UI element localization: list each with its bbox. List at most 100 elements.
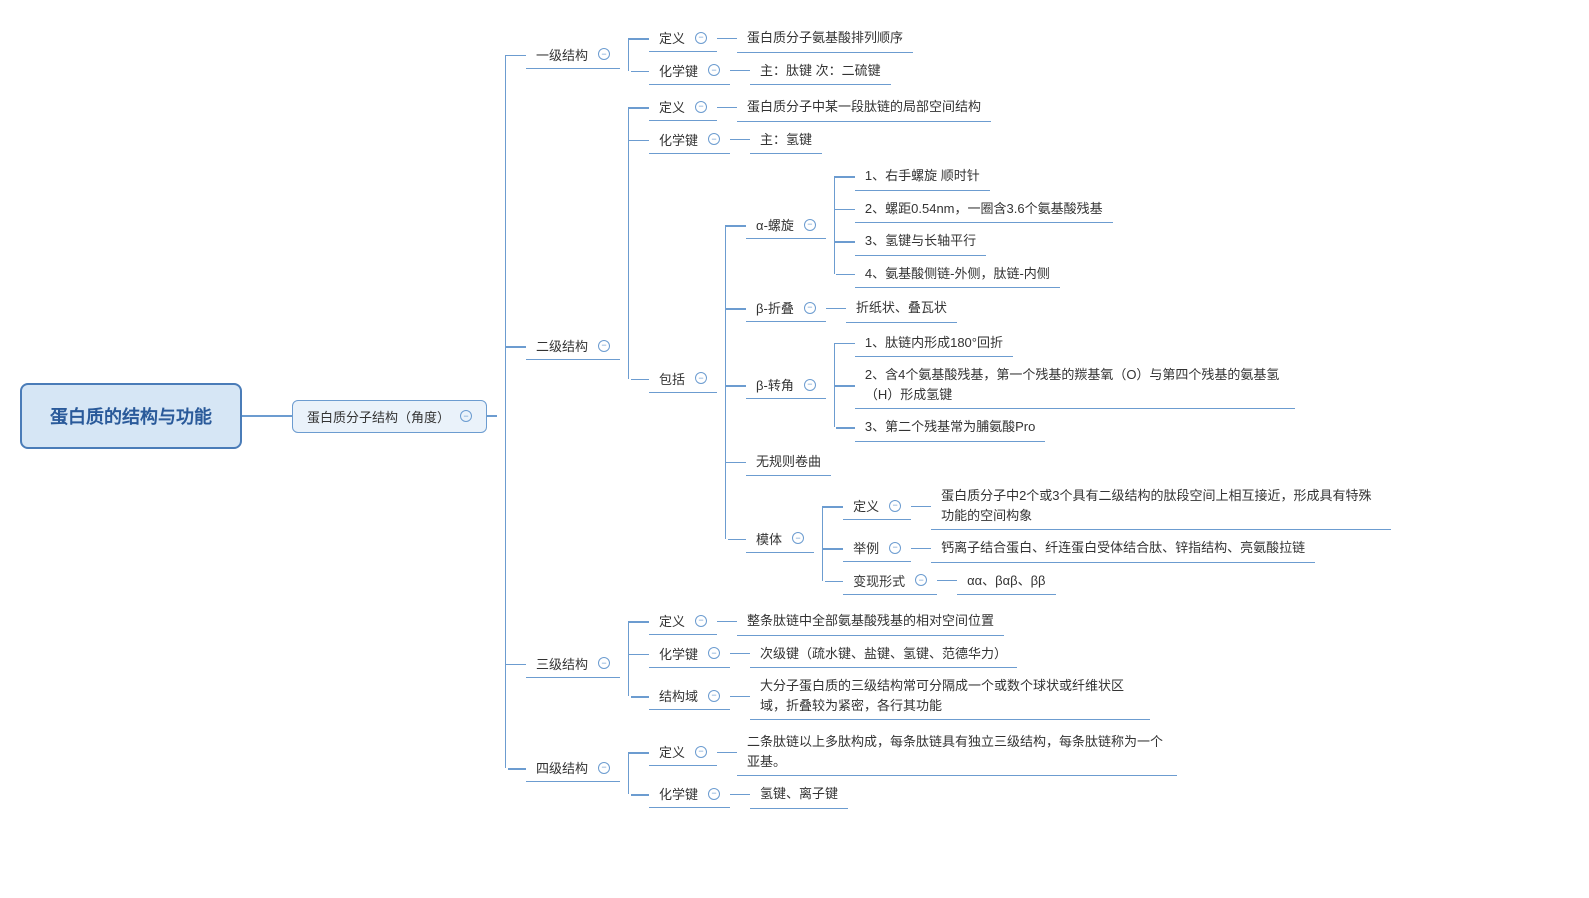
label: 化学键 xyxy=(659,644,698,663)
label: 结构域 xyxy=(659,686,698,705)
collapse-icon[interactable]: − xyxy=(804,219,816,231)
collapse-icon[interactable]: − xyxy=(695,32,707,44)
s2-include-children: α-螺旋− 1、右手螺旋 顺时针 2、螺距0.54nm，一圈含3.6个氨基酸残基… xyxy=(725,158,1391,599)
s3-def-row: 定义− 整条肽链中全部氨基酸残基的相对空间位置 xyxy=(649,607,1150,636)
s1-def-row: 定义− 蛋白质分子氨基酸排列顺序 xyxy=(649,24,913,53)
s4-def-node[interactable]: 定义− xyxy=(649,738,717,766)
connector xyxy=(717,107,737,108)
s2-bond-node[interactable]: 化学键− xyxy=(649,126,730,154)
s3-def-text: 整条肽链中全部氨基酸残基的相对空间位置 xyxy=(737,607,1004,636)
alpha-p1: 1、右手螺旋 顺时针 xyxy=(855,162,1113,191)
structure-2-node[interactable]: 二级结构 − xyxy=(526,332,620,360)
beta-sheet-node[interactable]: β-折叠− xyxy=(746,294,826,322)
motif-example-node[interactable]: 举例− xyxy=(843,534,911,562)
collapse-icon[interactable]: − xyxy=(695,746,707,758)
s3-bond-node[interactable]: 化学键− xyxy=(649,640,730,668)
alpha-children: 1、右手螺旋 顺时针 2、螺距0.54nm，一圈含3.6个氨基酸残基 3、氢键与… xyxy=(834,160,1113,290)
motif-children: 定义− 蛋白质分子中2个或3个具有二级结构的肽段空间上相互接近，形成具有特殊功能… xyxy=(822,480,1391,597)
structure-4-row: 四级结构 − 定义− 二条肽链以上多肽构成，每条肽链具有独立三级结构，每条肽链称… xyxy=(526,726,1391,811)
motif-form-node[interactable]: 变现形式− xyxy=(843,567,937,595)
collapse-icon[interactable]: − xyxy=(460,410,472,422)
structure-4-node[interactable]: 四级结构 − xyxy=(526,754,620,782)
collapse-icon[interactable]: − xyxy=(804,302,816,314)
s1-def-text: 蛋白质分子氨基酸排列顺序 xyxy=(737,24,913,53)
label: 包括 xyxy=(659,369,685,388)
s1-bond-text: 主：肽键 次：二硫键 xyxy=(750,57,891,86)
label: 模体 xyxy=(756,529,782,548)
motif-form-text: αα、βαβ、ββ xyxy=(957,567,1055,596)
s2-bond-row: 化学键− 主：氢键 xyxy=(649,126,1391,155)
connector xyxy=(911,548,931,549)
collapse-icon[interactable]: − xyxy=(889,542,901,554)
label: 变现形式 xyxy=(853,571,905,590)
bturn-p3: 3、第二个残基常为脯氨酸Pro xyxy=(855,413,1295,442)
s4-def-row: 定义− 二条肽链以上多肽构成，每条肽链具有独立三级结构，每条肽链称为一个亚基。 xyxy=(649,728,1177,776)
leaf: 3、第二个残基常为脯氨酸Pro xyxy=(855,413,1045,442)
label: 定义 xyxy=(659,97,685,116)
root-node[interactable]: 蛋白质的结构与功能 xyxy=(20,383,242,449)
label: 举例 xyxy=(853,538,879,557)
motif-def-text: 蛋白质分子中2个或3个具有二级结构的肽段空间上相互接近，形成具有特殊功能的空间构… xyxy=(931,482,1391,530)
s3-bond-text: 次级键（疏水键、盐键、氢键、范德华力） xyxy=(750,640,1017,669)
s2-include-node[interactable]: 包括− xyxy=(649,365,717,393)
connector xyxy=(730,696,750,697)
s3-domain-row: 结构域− 大分子蛋白质的三级结构常可分隔成一个或数个球状或纤维状区域，折叠较为紧… xyxy=(649,672,1150,720)
collapse-icon[interactable]: − xyxy=(915,574,927,586)
collapse-icon[interactable]: − xyxy=(792,532,804,544)
collapse-icon[interactable]: − xyxy=(804,379,816,391)
level1-node[interactable]: 蛋白质分子结构（角度） − xyxy=(292,400,487,433)
motif-form-row: 变现形式− αα、βαβ、ββ xyxy=(843,567,1391,596)
structure-2-label: 二级结构 xyxy=(536,336,588,355)
level2-children: 一级结构 − 定义− 蛋白质分子氨基酸排列顺序 化学键− 主：肽键 次：二硫键 xyxy=(505,20,1391,813)
motif-node[interactable]: 模体− xyxy=(746,525,814,553)
collapse-icon[interactable]: − xyxy=(708,133,720,145)
connector xyxy=(911,506,931,507)
beta-turn-node[interactable]: β-转角− xyxy=(746,371,826,399)
structure-2-row: 二级结构 − 定义− 蛋白质分子中某一段肽链的局部空间结构 化学键− 主：氢键 xyxy=(526,91,1391,601)
motif-def-node[interactable]: 定义− xyxy=(843,492,911,520)
alpha-node[interactable]: α-螺旋− xyxy=(746,211,826,239)
s3-domain-node[interactable]: 结构域− xyxy=(649,682,730,710)
label: 定义 xyxy=(659,611,685,630)
beta-sheet-row: β-折叠− 折纸状、叠瓦状 xyxy=(746,294,1391,323)
motif-row: 模体− 定义− 蛋白质分子中2个或3个具有二级结构的肽段空间上相互接近，形成具有… xyxy=(746,480,1391,597)
structure-1-node[interactable]: 一级结构 − xyxy=(526,41,620,69)
collapse-icon[interactable]: − xyxy=(598,657,610,669)
connector xyxy=(937,580,957,581)
collapse-icon[interactable]: − xyxy=(889,500,901,512)
s1-bond-node[interactable]: 化学键− xyxy=(649,57,730,85)
collapse-icon[interactable]: − xyxy=(695,615,707,627)
beta-turn-children: 1、肽链内形成180°回折 2、含4个氨基酸残基，第一个残基的羰基氧（O）与第四… xyxy=(834,327,1295,444)
random-coil-row: 无规则卷曲 xyxy=(746,448,1391,477)
collapse-icon[interactable]: − xyxy=(598,48,610,60)
s4-bond-node[interactable]: 化学键− xyxy=(649,780,730,808)
label: 化学键 xyxy=(659,61,698,80)
leaf: 1、右手螺旋 顺时针 xyxy=(855,162,990,191)
motif-example-row: 举例− 钙离子结合蛋白、纤连蛋白受体结合肽、锌指结构、亮氨酸拉链 xyxy=(843,534,1391,563)
collapse-icon[interactable]: − xyxy=(598,762,610,774)
s2-def-node[interactable]: 定义− xyxy=(649,93,717,121)
collapse-icon[interactable]: − xyxy=(695,101,707,113)
structure-1-label: 一级结构 xyxy=(536,45,588,64)
collapse-icon[interactable]: − xyxy=(708,788,720,800)
s3-def-node[interactable]: 定义− xyxy=(649,607,717,635)
structure-3-node[interactable]: 三级结构 − xyxy=(526,650,620,678)
collapse-icon[interactable]: − xyxy=(695,372,707,384)
label: 定义 xyxy=(853,496,879,515)
s1-def-node[interactable]: 定义− xyxy=(649,24,717,52)
connector xyxy=(730,653,750,654)
collapse-icon[interactable]: − xyxy=(598,340,610,352)
structure-1-row: 一级结构 − 定义− 蛋白质分子氨基酸排列顺序 化学键− 主：肽键 次：二硫键 xyxy=(526,22,1391,87)
collapse-icon[interactable]: − xyxy=(708,64,720,76)
s4-def-text: 二条肽链以上多肽构成，每条肽链具有独立三级结构，每条肽链称为一个亚基。 xyxy=(737,728,1177,776)
connector xyxy=(730,139,750,140)
collapse-icon[interactable]: − xyxy=(708,690,720,702)
s4-bond-text: 氢键、离子键 xyxy=(750,780,848,809)
s2-def-row: 定义− 蛋白质分子中某一段肽链的局部空间结构 xyxy=(649,93,1391,122)
motif-def-row: 定义− 蛋白质分子中2个或3个具有二级结构的肽段空间上相互接近，形成具有特殊功能… xyxy=(843,482,1391,530)
collapse-icon[interactable]: − xyxy=(708,647,720,659)
structure-3-row: 三级结构 − 定义− 整条肽链中全部氨基酸残基的相对空间位置 化学键− 次级键（… xyxy=(526,605,1391,722)
s4-children: 定义− 二条肽链以上多肽构成，每条肽链具有独立三级结构，每条肽链称为一个亚基。 … xyxy=(628,726,1177,811)
structure-4-label: 四级结构 xyxy=(536,758,588,777)
s2-include-row: 包括− α-螺旋− 1、右手螺旋 顺时针 2、螺距0.54nm，一圈含3.6个氨… xyxy=(649,158,1391,599)
